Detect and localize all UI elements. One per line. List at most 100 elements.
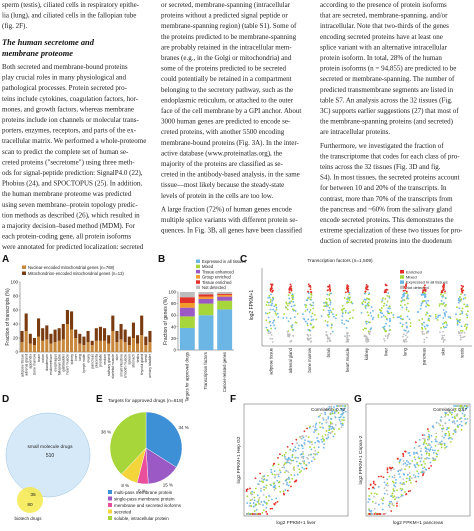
dot <box>400 296 403 299</box>
dot <box>458 321 461 324</box>
dot <box>303 442 306 444</box>
dot <box>265 502 268 505</box>
dot <box>390 311 393 314</box>
dot <box>405 322 408 324</box>
text-line: predicted transmembrane segments are lis… <box>320 86 454 94</box>
dot <box>345 336 348 339</box>
dot <box>463 294 466 296</box>
dot <box>363 292 366 295</box>
dot <box>427 430 430 433</box>
dot <box>390 469 392 472</box>
dot <box>290 459 293 462</box>
dot <box>263 486 265 488</box>
dot <box>297 464 300 467</box>
dot <box>461 412 464 415</box>
dot <box>396 500 399 503</box>
dot <box>437 449 440 452</box>
dot <box>462 285 465 288</box>
dot <box>313 431 315 434</box>
dot <box>417 464 420 467</box>
dot <box>246 495 249 498</box>
dot <box>369 484 372 486</box>
dot <box>425 300 427 302</box>
dot <box>409 322 412 324</box>
dot <box>290 474 293 476</box>
dot <box>384 289 387 292</box>
dot <box>324 434 327 436</box>
dot <box>286 445 289 448</box>
dot <box>435 421 438 424</box>
bar-segment <box>144 345 148 352</box>
dot <box>268 295 271 297</box>
dot <box>276 312 279 315</box>
x-tick-label: lung <box>402 347 407 356</box>
text-line: are intracellular proteins. <box>320 128 390 136</box>
dot <box>421 474 424 477</box>
bar-segment <box>198 294 214 297</box>
dot <box>427 442 430 445</box>
dot <box>283 493 285 496</box>
dot <box>272 296 274 299</box>
dot <box>466 323 469 326</box>
dot <box>330 417 333 420</box>
dot <box>312 304 314 307</box>
dot <box>424 439 426 442</box>
dot <box>283 313 286 316</box>
dot <box>436 453 439 456</box>
dot <box>306 337 309 340</box>
dot <box>383 487 386 489</box>
dot <box>430 434 433 437</box>
bar-segment <box>74 329 78 338</box>
dot <box>368 509 371 512</box>
dot <box>278 469 281 472</box>
dot <box>277 475 280 478</box>
dot <box>456 320 459 323</box>
dot <box>406 473 409 476</box>
dot <box>391 492 394 495</box>
dot <box>382 476 385 479</box>
dot <box>447 427 450 429</box>
dot <box>392 489 395 492</box>
dot <box>422 460 425 463</box>
y-tick-label: 0 <box>15 350 18 355</box>
dot <box>269 507 272 510</box>
dot <box>442 294 445 297</box>
dot <box>296 442 298 444</box>
dot <box>400 300 403 303</box>
dot <box>327 434 329 436</box>
dot <box>402 478 405 480</box>
text-line: pathological processes. Protein secreted… <box>2 84 128 92</box>
dot <box>459 318 462 321</box>
annotation: Correlation: 0.67 <box>433 407 467 412</box>
text-line: the membrane-spanning proteins (and secr… <box>320 118 454 126</box>
legend-swatch <box>400 280 404 284</box>
dot <box>295 460 298 463</box>
dot <box>263 488 266 491</box>
bar-segment <box>217 293 233 295</box>
legend-swatch <box>108 503 112 507</box>
dot <box>445 445 448 448</box>
dot <box>301 466 304 469</box>
dot <box>373 507 376 510</box>
legend-swatch <box>108 490 112 494</box>
dot <box>403 286 406 288</box>
dot <box>405 334 407 337</box>
dot <box>423 325 426 328</box>
dot <box>324 411 326 414</box>
dot <box>392 488 395 490</box>
dot <box>444 313 446 316</box>
dot <box>346 332 348 335</box>
dot <box>413 451 415 454</box>
dot <box>309 446 311 448</box>
x-tick-label: skin <box>441 347 446 355</box>
dot <box>328 429 331 432</box>
dot <box>271 337 274 340</box>
x-tick-label: thyroid gland <box>140 354 144 375</box>
dot <box>328 285 331 288</box>
dot <box>420 447 423 450</box>
dot <box>278 480 281 483</box>
dot <box>291 324 294 327</box>
dot <box>284 457 287 460</box>
dot <box>428 433 430 436</box>
dot <box>254 477 257 480</box>
